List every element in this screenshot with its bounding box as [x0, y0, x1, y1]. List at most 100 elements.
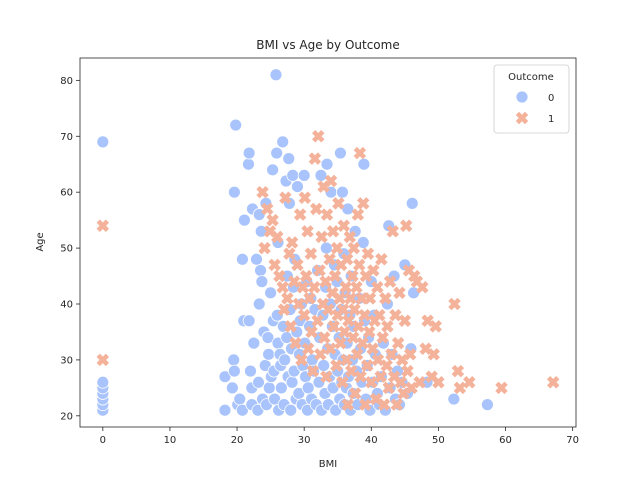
legend-title: Outcome — [508, 72, 554, 83]
data-point-outcome-1 — [301, 342, 315, 355]
data-point-outcome-1 — [374, 370, 387, 383]
data-point-outcome-1 — [377, 398, 391, 411]
data-point-outcome-0 — [274, 381, 288, 395]
data-point-outcome-1 — [399, 219, 413, 232]
data-point-outcome-1 — [293, 208, 307, 221]
data-point-outcome-1 — [353, 146, 367, 160]
data-point-outcome-1 — [268, 258, 281, 272]
data-point-outcome-1 — [295, 353, 308, 367]
data-point-outcome-0 — [320, 157, 334, 171]
legend-marker-x — [515, 111, 529, 125]
data-point-outcome-0 — [262, 381, 276, 395]
data-point-outcome-1 — [289, 336, 302, 350]
data-point-outcome-1 — [258, 241, 271, 255]
data-point-outcome-0 — [244, 364, 257, 378]
data-point-outcome-1 — [333, 292, 346, 305]
data-point-outcome-1 — [346, 331, 360, 344]
data-point-outcome-0 — [336, 185, 349, 199]
data-point-outcome-1 — [283, 247, 296, 260]
legend: Outcome 0 1 — [493, 64, 570, 134]
data-point-outcome-1 — [448, 297, 461, 311]
y-tick-label: 50 — [60, 244, 73, 255]
y-axis: 20 30 40 50 60 70 80 — [60, 76, 80, 422]
data-point-outcome-0 — [218, 403, 232, 417]
data-point-outcome-0 — [227, 364, 241, 378]
data-point-outcome-1 — [96, 219, 110, 232]
data-point-outcome-1 — [350, 348, 364, 361]
data-point-outcome-1 — [320, 370, 333, 383]
data-point-outcome-1 — [351, 208, 365, 221]
data-point-outcome-0 — [227, 185, 241, 199]
data-point-outcome-1 — [305, 325, 318, 339]
data-point-outcome-0 — [301, 381, 315, 395]
data-point-outcome-1 — [312, 130, 325, 143]
y-tick-label: 70 — [60, 132, 73, 143]
data-point-outcome-1 — [336, 303, 350, 316]
data-point-outcome-1 — [413, 376, 426, 389]
data-point-outcome-1 — [327, 320, 340, 333]
data-point-outcome-1 — [304, 247, 318, 260]
data-point-outcome-1 — [354, 370, 367, 383]
data-point-outcome-1 — [386, 225, 399, 238]
data-point-outcome-0 — [286, 169, 300, 182]
legend-label-0: 0 — [548, 93, 554, 104]
x-tick-label: 60 — [499, 435, 512, 446]
data-point-outcome-0 — [356, 236, 370, 249]
x-axis-label: BMI — [319, 459, 337, 470]
data-point-outcome-0 — [264, 286, 278, 300]
data-point-outcome-1 — [310, 202, 323, 216]
data-point-outcome-1 — [271, 230, 284, 244]
x-tick-label: 0 — [100, 435, 106, 446]
data-point-outcome-1 — [319, 275, 332, 288]
data-point-outcome-0 — [262, 347, 276, 361]
data-point-outcome-0 — [314, 169, 328, 182]
data-point-outcome-0 — [229, 118, 243, 132]
data-point-outcome-0 — [227, 353, 241, 367]
data-point-outcome-0 — [357, 157, 371, 171]
data-point-outcome-1 — [308, 281, 321, 294]
data-point-outcome-1 — [376, 331, 389, 344]
data-point-outcome-1 — [284, 320, 297, 333]
data-point-outcome-1 — [291, 258, 304, 272]
data-point-outcome-1 — [403, 348, 417, 361]
data-point-outcome-0 — [254, 264, 267, 277]
data-point-outcome-1 — [347, 241, 361, 255]
data-point-outcome-1 — [363, 325, 376, 339]
data-point-outcome-1 — [318, 331, 331, 344]
data-point-outcome-1 — [365, 376, 378, 389]
data-point-outcome-1 — [273, 269, 286, 283]
data-point-outcome-1 — [343, 230, 357, 244]
data-point-outcome-0 — [334, 146, 347, 160]
data-point-outcome-1 — [393, 286, 406, 300]
data-point-outcome-1 — [292, 297, 306, 311]
data-point-outcome-0 — [269, 68, 283, 82]
data-point-outcome-1 — [337, 219, 350, 232]
data-point-outcome-1 — [432, 376, 445, 389]
data-point-outcome-1 — [389, 308, 402, 322]
data-point-outcome-0 — [233, 392, 247, 406]
data-point-outcome-0 — [236, 403, 249, 417]
data-point-outcome-1 — [383, 275, 397, 288]
data-point-outcome-1 — [352, 320, 365, 333]
data-point-outcome-0 — [319, 241, 333, 255]
data-point-outcome-1 — [348, 303, 361, 316]
data-point-outcome-1 — [359, 398, 372, 411]
data-point-outcome-1 — [303, 292, 316, 305]
data-point-outcome-0 — [242, 314, 256, 328]
data-point-outcome-1 — [323, 253, 336, 266]
data-point-outcome-0 — [247, 336, 261, 350]
data-point-outcome-1 — [394, 376, 408, 389]
data-point-outcome-1 — [380, 359, 393, 372]
data-point-outcome-1 — [391, 336, 405, 350]
data-point-outcome-1 — [336, 376, 349, 389]
data-point-outcome-0 — [218, 370, 232, 384]
data-point-outcome-0 — [291, 180, 304, 193]
data-point-outcome-1 — [390, 398, 404, 411]
data-point-outcome-1 — [357, 197, 370, 210]
data-point-outcome-0 — [225, 381, 239, 395]
data-point-outcome-1 — [339, 281, 353, 294]
data-point-outcome-1 — [361, 247, 375, 260]
data-point-outcome-1 — [495, 381, 508, 395]
data-point-outcome-1 — [328, 269, 342, 283]
data-point-outcome-0 — [266, 163, 280, 177]
